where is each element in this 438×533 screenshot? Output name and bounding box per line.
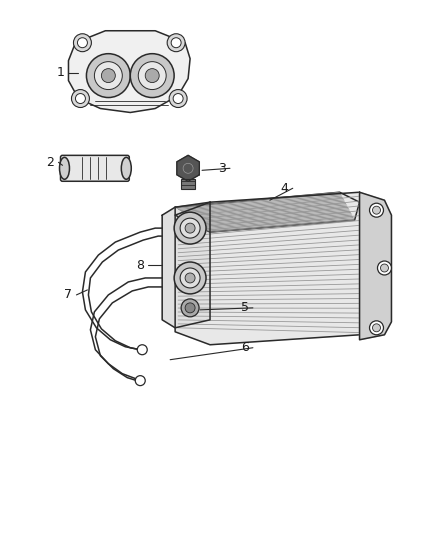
Text: 3: 3 xyxy=(218,162,226,175)
Circle shape xyxy=(174,262,206,294)
Ellipse shape xyxy=(60,157,70,179)
Text: 5: 5 xyxy=(241,301,249,314)
Text: 1: 1 xyxy=(57,66,64,79)
Circle shape xyxy=(381,264,389,272)
Circle shape xyxy=(167,34,185,52)
Circle shape xyxy=(135,376,145,385)
Circle shape xyxy=(71,90,89,108)
Circle shape xyxy=(137,345,147,355)
FancyBboxPatch shape xyxy=(60,155,129,181)
Polygon shape xyxy=(360,192,392,340)
Circle shape xyxy=(370,203,384,217)
Polygon shape xyxy=(177,155,199,181)
Text: 2: 2 xyxy=(46,156,54,169)
Circle shape xyxy=(145,69,159,83)
Circle shape xyxy=(181,299,199,317)
Circle shape xyxy=(95,62,122,90)
Polygon shape xyxy=(162,202,210,328)
Circle shape xyxy=(169,90,187,108)
Circle shape xyxy=(185,303,195,313)
Circle shape xyxy=(180,218,200,238)
Circle shape xyxy=(174,212,206,244)
Circle shape xyxy=(130,54,174,98)
Circle shape xyxy=(372,206,381,214)
Circle shape xyxy=(378,261,392,275)
Circle shape xyxy=(185,273,195,283)
Polygon shape xyxy=(175,192,374,345)
Circle shape xyxy=(370,321,384,335)
Circle shape xyxy=(372,324,381,332)
Circle shape xyxy=(101,69,115,83)
Bar xyxy=(181,179,195,189)
Text: 7: 7 xyxy=(64,288,72,301)
Circle shape xyxy=(185,223,195,233)
Text: 6: 6 xyxy=(241,341,249,354)
Text: 4: 4 xyxy=(281,182,289,195)
Circle shape xyxy=(173,94,183,103)
Circle shape xyxy=(78,38,88,47)
Circle shape xyxy=(74,34,92,52)
Polygon shape xyxy=(68,31,190,112)
Circle shape xyxy=(138,62,166,90)
Text: 8: 8 xyxy=(136,259,144,271)
Circle shape xyxy=(180,268,200,288)
Circle shape xyxy=(86,54,130,98)
Polygon shape xyxy=(175,192,360,232)
Ellipse shape xyxy=(121,157,131,179)
Circle shape xyxy=(75,94,85,103)
Circle shape xyxy=(171,38,181,47)
